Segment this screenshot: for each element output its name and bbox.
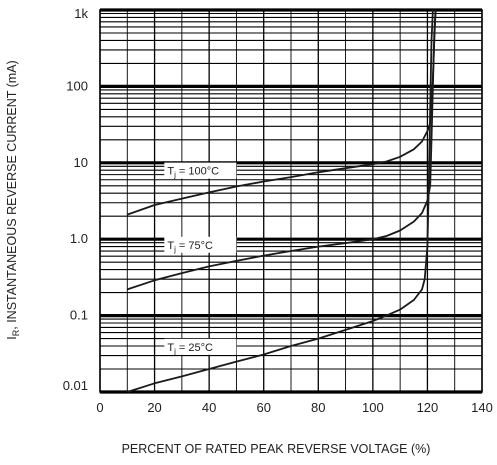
x-axis-title: PERCENT OF RATED PEAK REVERSE VOLTAGE (%… xyxy=(122,442,431,456)
series-label-background xyxy=(164,338,237,355)
series-label: Tj = 25°C xyxy=(167,342,213,356)
y-axis-text: , INSTANTANEOUS REVERSE CURRENT (mA) xyxy=(5,60,19,329)
grid xyxy=(99,8,483,394)
x-tick-label: 120 xyxy=(417,400,439,415)
x-tick-label: 60 xyxy=(256,400,270,415)
x-tick-label: 100 xyxy=(362,400,384,415)
series-label-subscript: j xyxy=(173,347,176,356)
series-label: Tj = 75°C xyxy=(167,240,213,254)
series-label-suffix: = 100°C xyxy=(176,166,219,178)
y-axis-symbol: I xyxy=(5,336,19,339)
plot-frame xyxy=(99,9,483,393)
y-tick-label: 1.0 xyxy=(70,231,88,246)
series-label-suffix: = 25°C xyxy=(176,342,213,354)
y-tick-label: 100 xyxy=(66,78,88,93)
series-label-prefix: T xyxy=(167,240,174,252)
x-tick-label: 140 xyxy=(471,400,493,415)
series-labels: Tj = 100°CTj = 75°CTj = 25°C xyxy=(164,162,237,356)
y-axis-title: IR, INSTANTANEOUS REVERSE CURRENT (mA) xyxy=(5,60,21,339)
series-line xyxy=(127,9,434,393)
series-label-subscript: j xyxy=(173,245,176,254)
curves xyxy=(127,9,437,393)
series-line xyxy=(127,9,437,291)
y-tick-label: 0.1 xyxy=(70,308,88,323)
series-label: Tj = 100°C xyxy=(167,166,219,180)
series-label-prefix: T xyxy=(167,342,174,354)
series-label-subscript: j xyxy=(173,171,176,180)
series-label-prefix: T xyxy=(167,166,174,178)
y-tick-label: 1k xyxy=(74,6,88,21)
y-axis-subscript: R xyxy=(11,329,21,336)
x-tick-label: 40 xyxy=(202,400,216,415)
tick-labels: 0 20 40 60 80 100 120 140 0.01 0.1 1.0 10 100 1k xyxy=(63,6,493,415)
series-line xyxy=(127,9,437,216)
series-label-suffix: = 75°C xyxy=(176,240,213,252)
series-label-background xyxy=(164,162,237,179)
x-tick-label: 80 xyxy=(311,400,325,415)
x-tick-label: 0 xyxy=(96,400,103,415)
y-tick-label: 10 xyxy=(74,155,88,170)
x-tick-label: 20 xyxy=(147,400,161,415)
series-label-background xyxy=(164,236,237,253)
y-tick-label: 0.01 xyxy=(63,378,88,393)
